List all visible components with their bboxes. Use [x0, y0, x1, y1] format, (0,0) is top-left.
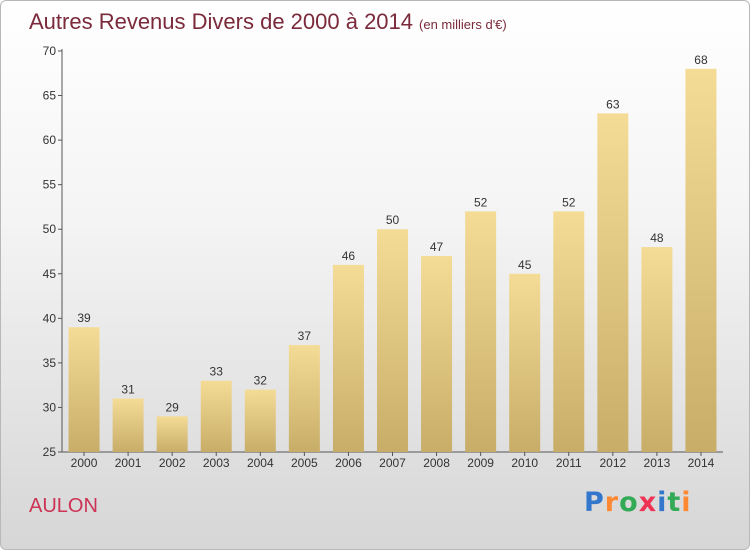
bar-2000	[68, 327, 100, 452]
bars-group	[68, 68, 717, 453]
x-tick-label-2001: 2001	[115, 456, 142, 470]
chart-unit: (en milliers d'€)	[419, 17, 507, 32]
value-label-2011: 52	[562, 195, 576, 209]
x-tick-label-2006: 2006	[335, 456, 362, 470]
value-label-2007: 50	[386, 213, 400, 227]
bar-2010	[509, 273, 541, 452]
value-label-2006: 46	[342, 249, 356, 263]
y-tick-label: 65	[43, 89, 57, 103]
value-label-2010: 45	[518, 258, 532, 272]
bar-2009	[465, 211, 497, 452]
value-label-2013: 48	[650, 231, 664, 245]
bar-2014	[685, 68, 717, 453]
bar-2012	[597, 113, 629, 452]
x-tick-label-2013: 2013	[644, 456, 671, 470]
y-tick-label: 70	[43, 44, 57, 58]
logo-letter: i	[681, 487, 692, 518]
value-label-2002: 29	[165, 400, 179, 414]
x-tick-label-2008: 2008	[423, 456, 450, 470]
bar-2006	[332, 264, 364, 452]
value-label-2008: 47	[430, 240, 444, 254]
x-tick-label-2012: 2012	[599, 456, 626, 470]
logo-letter: x	[638, 487, 658, 518]
logo-letter: i	[657, 487, 668, 518]
logo-letter: P	[584, 487, 605, 518]
logo-letter: o	[619, 487, 639, 518]
y-tick-label: 50	[43, 222, 57, 236]
value-label-2009: 52	[474, 195, 488, 209]
y-tick-label: 35	[43, 356, 57, 370]
bar-2003	[200, 380, 232, 452]
y-tick-label: 25	[43, 445, 57, 459]
bar-2007	[377, 229, 408, 452]
value-label-2012: 63	[606, 97, 620, 111]
bar-2013	[641, 247, 673, 452]
y-tick-label: 30	[43, 400, 57, 414]
x-tick-label-2004: 2004	[247, 456, 274, 470]
chart-title-text: Autres Revenus Divers de 2000 à 2014	[29, 9, 414, 34]
value-label-2003: 33	[210, 365, 224, 379]
x-tick-label-2000: 2000	[71, 456, 98, 470]
value-label-2005: 37	[298, 329, 312, 343]
labels-group: 39 31 29 33 32 37 46 50 47 52 45 52 63 48 68	[77, 53, 708, 415]
y-tick-label: 55	[43, 178, 57, 192]
bar-2004	[244, 389, 276, 452]
x-tick-label-2009: 2009	[467, 456, 494, 470]
y-tick-label: 45	[43, 267, 57, 281]
bar-2005	[288, 345, 320, 452]
x-tick-label-2014: 2014	[688, 456, 715, 470]
value-label-2014: 68	[694, 53, 708, 67]
chart-title: Autres Revenus Divers de 2000 à 2014 (en …	[29, 9, 507, 35]
logo-letter: t	[667, 487, 682, 518]
value-label-2001: 31	[121, 383, 135, 397]
x-tick-label-2011: 2011	[556, 456, 582, 470]
x-tick-label-2010: 2010	[511, 456, 538, 470]
value-label-2004: 32	[254, 374, 268, 388]
x-tick-label-2005: 2005	[291, 456, 318, 470]
y-tick-label: 40	[43, 311, 57, 325]
y-tick-label: 60	[43, 133, 57, 147]
logo-letter: r	[604, 487, 620, 518]
x-tick-label-2003: 2003	[203, 456, 230, 470]
bar-2008	[421, 255, 453, 452]
bar-2011	[553, 211, 585, 452]
x-tick-label-2007: 2007	[379, 456, 406, 470]
x-tick-label-2002: 2002	[159, 456, 186, 470]
bar-2001	[112, 398, 144, 452]
axes: 25 30 35 40 45 50 55 60 65 70 2000 2001 2002 2003 2004…	[43, 44, 723, 470]
proxiti-logo: Proxiti	[584, 487, 692, 518]
bar-2002	[156, 416, 188, 452]
commune-name: AULON	[29, 495, 98, 517]
value-label-2000: 39	[77, 311, 91, 325]
